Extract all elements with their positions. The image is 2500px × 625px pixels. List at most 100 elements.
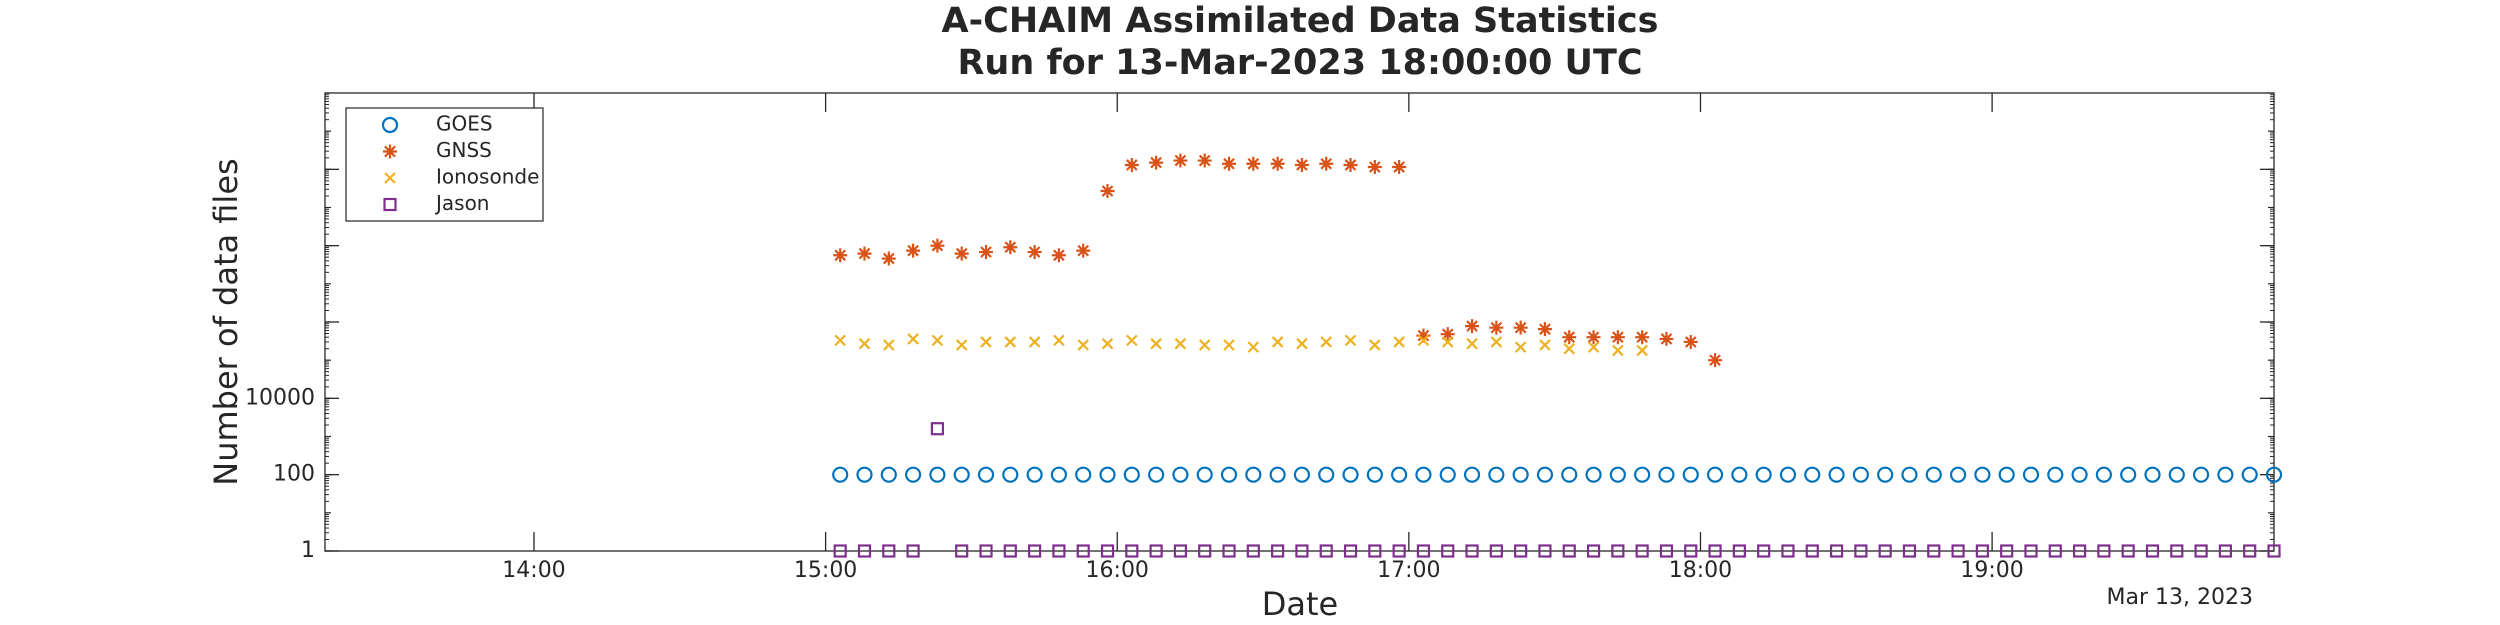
marker: [1708, 544, 1722, 558]
marker: [1125, 544, 1139, 558]
marker: [1076, 243, 1091, 258]
marker: [1366, 466, 1383, 483]
marker: [1028, 544, 1042, 558]
x-tick-label: 17:00: [1377, 558, 1440, 583]
chart-subtitle: Run for 13-Mar-2023 18:00:00 UTC: [957, 43, 1642, 83]
marker: [1197, 153, 1212, 168]
legend-label: GOES: [436, 112, 493, 136]
marker: [1245, 466, 1262, 483]
marker: [930, 422, 945, 436]
marker: [1441, 336, 1454, 348]
marker: [1731, 466, 1748, 483]
marker: [905, 466, 922, 483]
marker: [1417, 334, 1430, 347]
marker: [1296, 337, 1308, 350]
marker: [1949, 466, 1967, 483]
marker: [2168, 466, 2185, 483]
marker: [1149, 155, 1164, 170]
marker: [1659, 544, 1674, 558]
marker: [1536, 466, 1554, 483]
marker: [2024, 544, 2038, 558]
marker: [1757, 544, 1771, 558]
marker: [1075, 466, 1092, 483]
marker: [2241, 466, 2258, 483]
marker: [2217, 466, 2234, 483]
marker: [1684, 544, 1698, 558]
marker: [1076, 544, 1090, 558]
marker: [2095, 466, 2112, 483]
marker: [1149, 544, 1163, 558]
marker: [1440, 327, 1455, 342]
marker: [1465, 319, 1480, 334]
marker: [1391, 466, 1408, 483]
marker: [1854, 544, 1868, 558]
marker: [857, 544, 872, 558]
marker: [930, 238, 945, 253]
marker: [1562, 544, 1576, 558]
marker: [907, 333, 919, 345]
marker: [1124, 157, 1139, 172]
marker: [1368, 544, 1382, 558]
marker: [1561, 466, 1578, 483]
marker: [1439, 466, 1456, 483]
marker: [384, 172, 396, 184]
marker: [2194, 544, 2208, 558]
marker: [1172, 466, 1189, 483]
y-tick-label: 1: [301, 538, 315, 563]
marker: [1051, 248, 1066, 263]
marker: [1490, 336, 1503, 348]
marker: [1101, 337, 1114, 350]
marker: [1174, 337, 1187, 350]
marker: [1489, 544, 1503, 558]
marker: [832, 466, 849, 483]
marker: [1512, 466, 1529, 483]
marker: [1148, 466, 1165, 483]
y-tick-label: 10000: [245, 385, 315, 410]
marker: [1441, 544, 1455, 558]
date-note: Mar 13, 2023: [2107, 585, 2253, 610]
marker: [979, 544, 993, 558]
marker: [2048, 544, 2062, 558]
marker: [1003, 544, 1017, 558]
marker: [1318, 466, 1335, 483]
marker: [1878, 544, 1892, 558]
x-tick-label: 18:00: [1669, 558, 1732, 583]
marker: [1537, 322, 1552, 337]
x-tick-label: 16:00: [1086, 558, 1149, 583]
marker: [882, 544, 896, 558]
marker: [1513, 320, 1528, 335]
marker: [1828, 466, 1845, 483]
marker: [1585, 466, 1602, 483]
marker: [1343, 544, 1358, 558]
marker: [1123, 466, 1140, 483]
marker: [1416, 544, 1431, 558]
marker: [1706, 466, 1724, 483]
marker: [1635, 544, 1649, 558]
marker: [1563, 342, 1576, 355]
marker: [1369, 339, 1381, 351]
marker: [1293, 466, 1311, 483]
marker: [1099, 466, 1116, 483]
marker: [2243, 544, 2257, 558]
marker: [1100, 184, 1115, 199]
x-tick-label: 15:00: [794, 558, 857, 583]
marker: [2265, 466, 2283, 483]
marker: [1026, 466, 1043, 483]
marker: [1393, 336, 1405, 348]
marker: [1246, 544, 1260, 558]
marker: [381, 116, 399, 134]
legend-label: Jason: [434, 191, 490, 215]
marker: [1927, 544, 1941, 558]
marker: [929, 466, 946, 483]
marker: [1682, 466, 1699, 483]
marker: [906, 544, 920, 558]
marker: [1781, 544, 1795, 558]
marker: [880, 466, 897, 483]
marker: [1319, 156, 1334, 171]
marker: [1539, 339, 1551, 351]
marker: [1755, 466, 1772, 483]
marker: [1198, 544, 1212, 558]
marker: [1586, 330, 1601, 345]
